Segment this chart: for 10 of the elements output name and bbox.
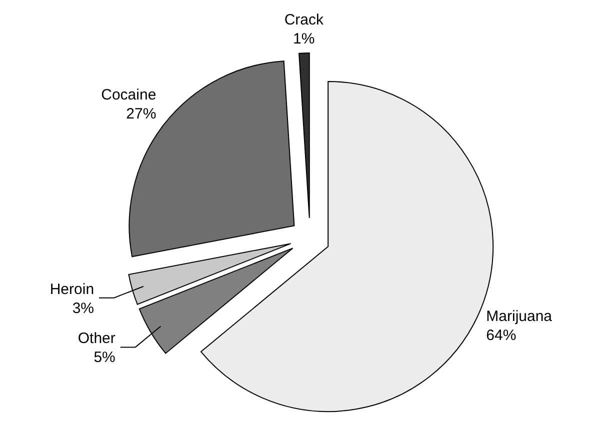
slice-label: Marijuana <box>486 308 553 325</box>
slice-label: Crack <box>284 11 324 28</box>
data-label: 64% <box>486 326 516 344</box>
slice-label: Cocaine <box>101 86 156 104</box>
slice-label: Heroin <box>50 280 94 298</box>
data-label: 27% <box>126 106 156 123</box>
data-label: 1% <box>293 30 315 48</box>
slice-label: Other <box>78 330 116 348</box>
data-label: 3% <box>72 300 94 317</box>
data-label: 5% <box>94 349 116 366</box>
